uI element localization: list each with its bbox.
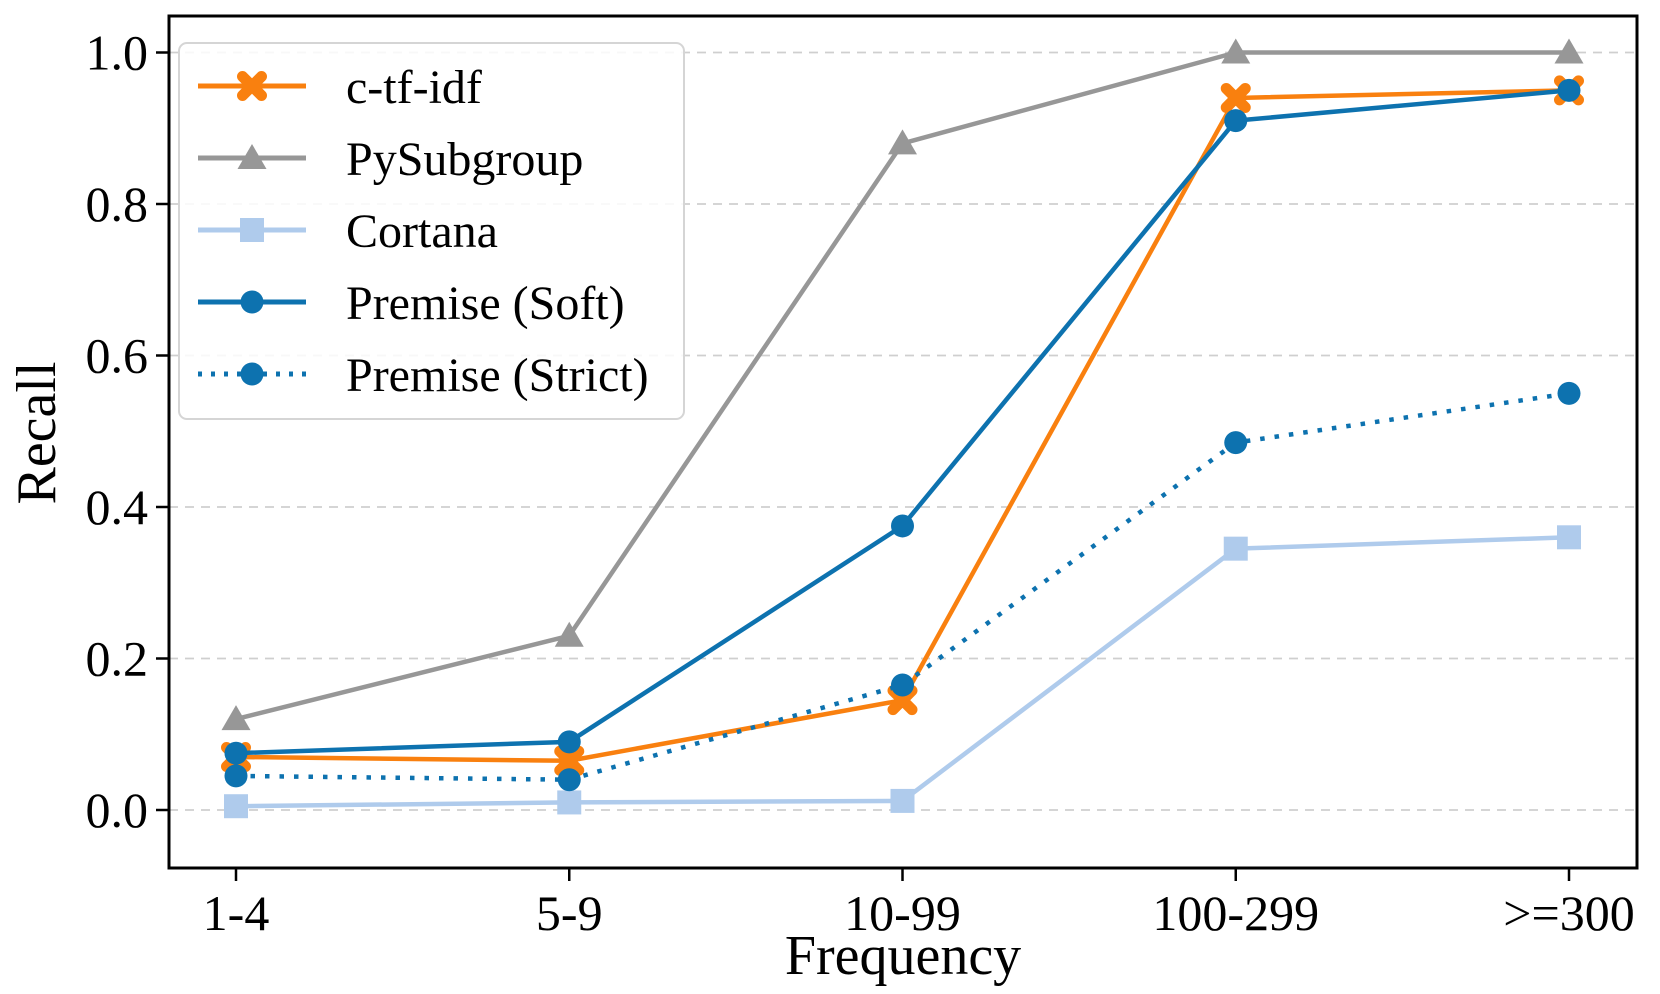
x-marker [1220,82,1251,113]
x-marker [196,68,308,109]
x-tick-label: 1-4 [203,885,270,941]
circle-marker [1224,109,1248,133]
x-marker [554,745,585,776]
square-marker [224,794,248,819]
legend: c-tf-idf PySubgroup Cortana Premise (Soft) P… [178,42,685,420]
series-line-premise-strict- [235,391,1570,782]
circle-marker [240,290,264,313]
y-tick-label: 0.8 [86,176,149,232]
x-tick-label: 5-9 [536,885,603,941]
circle-marker [557,730,581,754]
y-tick-label: 0.0 [86,782,149,838]
y-tick-label: 0.4 [86,479,149,535]
square-marker [1223,536,1248,561]
x-tick-label: 10-99 [844,885,961,941]
triangle-marker [888,129,917,155]
triangle-marker [196,140,308,181]
legend-item-cortana: Cortana [196,196,683,268]
triangle-marker [237,143,267,169]
legend-item-premise-strict-: Premise (Strict) [196,340,683,412]
square-marker [890,788,915,813]
circle-marker [196,284,308,325]
legend-item-c-tf-idf: c-tf-idf [196,52,683,124]
circle-marker [891,673,914,697]
triangle-marker [221,705,251,731]
legend-label: Cortana [346,205,498,258]
x-marker [237,70,267,101]
triangle-marker [1221,38,1251,64]
x-tick-label: >=300 [1503,885,1634,941]
circle-marker [1557,78,1581,102]
legend-label: PySubgroup [346,133,584,186]
legend-label: Premise (Soft) [346,277,625,330]
square-marker [240,217,264,242]
circle-marker [224,764,248,788]
triangle-marker [554,621,584,647]
circle-marker [1224,431,1248,455]
circle-marker [891,514,914,538]
legend-label: Premise (Strict) [346,349,649,402]
circle-marker [1557,381,1581,405]
y-tick-label: 1.0 [86,25,149,81]
square-marker [557,790,582,815]
x-axis-label: Frequency [784,925,1022,987]
legend-item-premise-soft-: Premise (Soft) [196,268,683,340]
circle-marker [196,356,308,397]
plot-border [167,14,1639,870]
square-marker [196,212,308,253]
circle-marker [240,362,264,385]
x-tick-label: 100-299 [1152,885,1319,941]
y-tick-label: 0.2 [86,631,149,687]
triangle-marker [1554,38,1584,64]
series-line-cortana [235,535,1570,809]
y-axis-label: Recall [6,361,68,505]
square-marker [1557,525,1581,550]
legend-item-pysubgroup: PySubgroup [196,124,683,196]
circle-marker [557,768,581,792]
circle-marker [224,741,248,765]
legend-label: c-tf-idf [346,61,482,114]
y-tick-label: 0.6 [86,328,149,384]
